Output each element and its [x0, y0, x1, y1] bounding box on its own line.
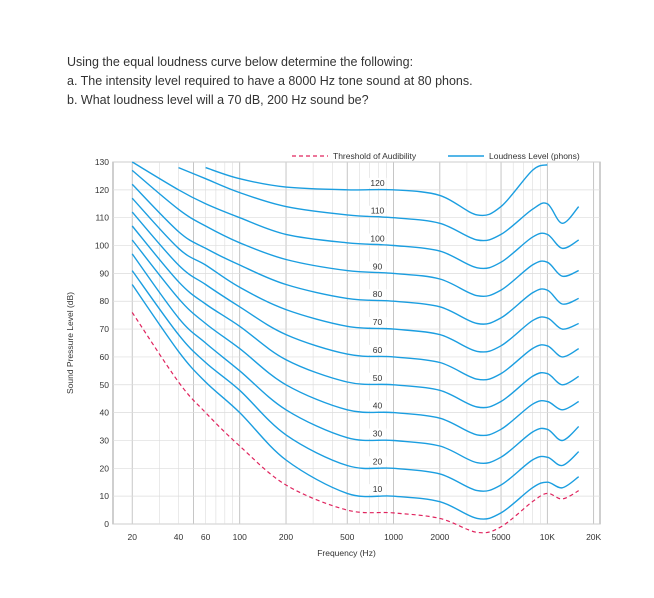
curve-label-bg	[368, 428, 387, 439]
y-tick-label: 100	[95, 241, 109, 251]
x-tick-label: 200	[279, 532, 293, 542]
y-tick-label: 20	[100, 463, 110, 473]
y-tick-label: 0	[104, 519, 109, 529]
curve-label-bg	[368, 261, 387, 272]
y-axis-label: Sound Pressure Level (dB)	[65, 292, 75, 394]
curve-label-bg	[368, 372, 387, 383]
x-tick-label: 100	[233, 532, 247, 542]
curve-label-bg	[368, 205, 387, 216]
y-tick-label: 110	[95, 213, 109, 223]
curve-label-bg	[368, 344, 387, 355]
curve-label-110: 110	[371, 206, 385, 216]
curve-label-60: 60	[373, 345, 383, 355]
curve-label-20: 20	[373, 456, 383, 466]
curve-label-bg	[368, 317, 387, 328]
loudness-curve-110	[178, 166, 580, 242]
loudness-curve-80	[131, 183, 579, 325]
legend-label-loudness: Loudness Level (phons)	[489, 151, 580, 161]
curve-label-bg	[368, 289, 387, 300]
curve-label-80: 80	[373, 289, 383, 299]
question-intro: Using the equal loudness curve below det…	[67, 55, 414, 69]
loudness-curve-20	[131, 270, 580, 492]
curves: 120 110 100 90 80 70 60 50 40 30 20 10	[131, 161, 580, 534]
loudness-curve-50	[131, 225, 580, 409]
x-tick-label: 20K	[586, 532, 601, 542]
curve-label-120: 120	[370, 178, 384, 188]
x-tick-label: 20	[127, 532, 137, 542]
x-tick-label: 5000	[492, 532, 511, 542]
curve-label-10: 10	[373, 484, 383, 494]
threshold-curve	[131, 312, 579, 534]
y-tick-label: 50	[100, 380, 110, 390]
curve-label-bg	[368, 456, 387, 467]
y-tick-label: 70	[100, 324, 110, 334]
y-tick-label: 10	[100, 491, 110, 501]
y-tick-label: 30	[100, 435, 110, 445]
legend: Threshold of Audibility Loudness Level (p…	[292, 151, 580, 161]
x-tick-label: 40	[174, 532, 184, 542]
curve-label-100: 100	[370, 234, 384, 244]
x-tick-label: 2000	[430, 532, 449, 542]
y-tick-label: 60	[100, 352, 110, 362]
loudness-curve-90	[131, 169, 579, 298]
curve-label-bg	[368, 400, 387, 411]
curve-label-bg	[368, 177, 387, 188]
legend-label-threshold: Threshold of Audibility	[333, 151, 417, 161]
y-tick-label: 120	[95, 185, 109, 195]
x-tick-label: 1000	[384, 532, 403, 542]
x-axis-label: Frequency (Hz)	[317, 548, 376, 558]
y-tick-label: 40	[100, 408, 110, 418]
curve-label-40: 40	[373, 401, 383, 411]
curve-label-bg	[368, 484, 387, 495]
curve-label-bg	[368, 233, 387, 244]
x-tick-label: 500	[340, 532, 354, 542]
x-tick-label: 60	[201, 532, 211, 542]
loudness-curve-100	[131, 161, 580, 270]
curve-label-50: 50	[373, 373, 383, 383]
curve-label-30: 30	[373, 428, 383, 438]
y-tick-label: 80	[100, 296, 110, 306]
curve-label-70: 70	[373, 317, 383, 327]
loudness-curve-70	[131, 197, 579, 353]
question-part-b: b. What loudness level will a 70 dB, 200…	[67, 93, 369, 107]
curve-label-90: 90	[373, 261, 383, 271]
question-part-a: a. The intensity level required to have …	[67, 74, 473, 88]
loudness-curve-30	[131, 253, 580, 465]
y-tick-label: 130	[95, 157, 109, 167]
question-text: Using the equal loudness curve below det…	[67, 53, 473, 110]
x-tick-label: 10K	[540, 532, 555, 542]
axes: 0 10 20 30 40 50 60 70 80 90 100 110 120 130 20 40 60 100…	[65, 157, 602, 558]
loudness-curve-40	[131, 239, 580, 437]
loudness-curve-60	[131, 211, 580, 381]
loudness-curve-10	[131, 284, 580, 520]
y-tick-label: 90	[100, 268, 110, 278]
loudness-curve-120	[205, 164, 548, 217]
